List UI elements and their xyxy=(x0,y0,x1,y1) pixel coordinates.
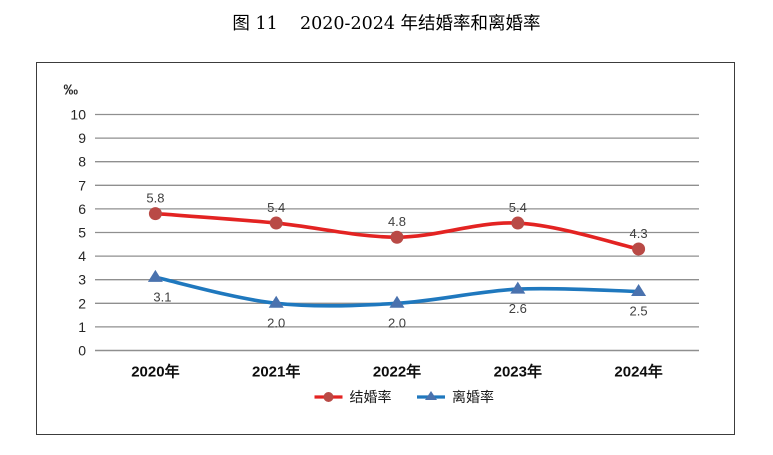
y-tick-label: 4 xyxy=(78,248,86,264)
marker-divorce-rate xyxy=(147,269,163,282)
x-axis-label: 2021年 xyxy=(252,363,300,381)
x-axis-label: 2022年 xyxy=(373,363,421,381)
data-label: 5.4 xyxy=(509,200,527,215)
y-tick-label: 3 xyxy=(78,272,86,288)
marker-marriage-rate xyxy=(632,242,646,256)
legend-item-marriage-rate: 结婚率 xyxy=(314,389,392,405)
data-label: 2.5 xyxy=(630,304,648,319)
y-tick-label: 6 xyxy=(78,201,86,217)
data-label: 3.1 xyxy=(153,289,171,304)
legend: 结婚率 离婚率 xyxy=(314,389,494,405)
y-tick-label: 10 xyxy=(70,107,86,123)
marker-divorce-rate xyxy=(631,284,647,296)
y-tick-label: 7 xyxy=(78,177,86,193)
marker-marriage-rate xyxy=(390,230,404,244)
legend-marker-marriage-rate xyxy=(323,392,334,402)
y-tick-label: 8 xyxy=(78,154,86,170)
chart-title: 图 11 2020-2024 年结婚率和离婚率 xyxy=(232,14,541,34)
marker-marriage-rate xyxy=(511,216,525,230)
legend-label-divorce-rate: 离婚率 xyxy=(452,389,494,405)
y-tick-label: 2 xyxy=(78,295,86,311)
y-tick-label: 5 xyxy=(78,225,86,241)
legend-marker-divorce-rate xyxy=(425,391,437,400)
marker-marriage-rate xyxy=(148,207,162,221)
marker-divorce-rate xyxy=(510,281,526,294)
legend-item-divorce-rate: 离婚率 xyxy=(417,389,494,405)
marker-divorce-rate xyxy=(268,295,284,308)
data-label: 4.3 xyxy=(630,226,648,241)
data-label: 5.4 xyxy=(267,200,285,215)
y-tick-label: 9 xyxy=(78,130,86,146)
data-label: 2.6 xyxy=(509,301,527,316)
data-label: 5.8 xyxy=(146,191,164,206)
legend-label-marriage-rate: 结婚率 xyxy=(350,389,392,405)
data-label: 2.0 xyxy=(267,315,285,330)
x-axis-label: 2020年 xyxy=(131,363,179,381)
marker-divorce-rate xyxy=(389,295,405,308)
plot-area: 0 1 2 3 4 5 6 7 8 9 10 ‰ 2020年 2021年 2022年 2023年 2024年 5.… xyxy=(64,83,699,405)
chart-frame: 0 1 2 3 4 5 6 7 8 9 10 ‰ 2020年 2021年 2022年 2023年 2024年 5.… xyxy=(36,62,735,435)
marker-marriage-rate xyxy=(269,216,283,230)
x-axis-label: 2023年 xyxy=(494,363,542,381)
data-label: 2.0 xyxy=(388,315,406,330)
y-tick-label: 1 xyxy=(78,319,86,335)
data-label: 4.8 xyxy=(388,214,406,229)
y-tick-label: 0 xyxy=(78,343,86,359)
x-axis-label: 2024年 xyxy=(614,363,662,381)
y-axis-unit-label: ‰ xyxy=(64,83,79,99)
